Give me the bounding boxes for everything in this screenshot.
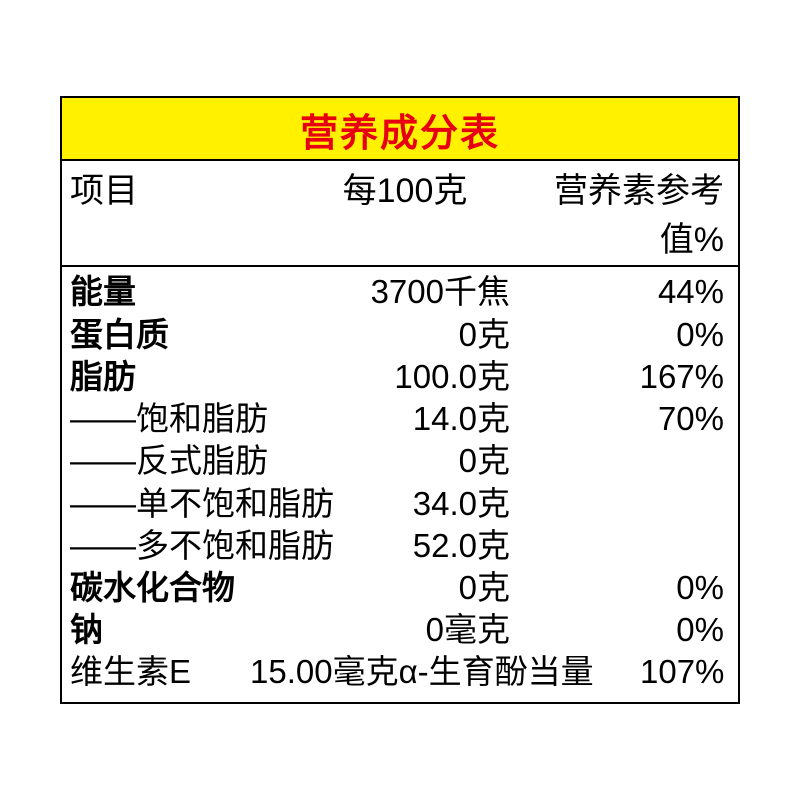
row-value: 0毫克 [350, 609, 510, 651]
table-row: 碳水化合物 0克 0% [70, 567, 730, 609]
row-label: 钠 [70, 609, 350, 651]
row-label: ——反式脂肪 [70, 440, 350, 482]
row-nrv: 44% [510, 271, 730, 313]
table-row: ——饱和脂肪 14.0克 70% [70, 398, 730, 440]
row-label: 能量 [70, 271, 350, 313]
row-label: 蛋白质 [70, 314, 350, 356]
header-per100g: 每100克 [300, 163, 510, 261]
row-label: 脂肪 [70, 356, 350, 398]
table-row: ——单不饱和脂肪 34.0克 [70, 483, 730, 525]
table-row: 钠 0毫克 0% [70, 609, 730, 651]
header-item: 项目 [70, 163, 300, 261]
row-value: 14.0克 [350, 398, 510, 440]
nutrition-facts-table: 营养成分表 项目 每100克 营养素参考值% 能量 3700千焦 44% 蛋白质… [60, 96, 740, 703]
row-nrv: 70% [510, 398, 730, 440]
row-nrv: 167% [510, 356, 730, 398]
row-nrv: 0% [510, 567, 730, 609]
row-value: 100.0克 [350, 356, 510, 398]
row-value: 0克 [350, 567, 510, 609]
table-row: ——多不饱和脂肪 52.0克 [70, 525, 730, 567]
row-value: 52.0克 [350, 525, 510, 567]
row-value: 34.0克 [350, 483, 510, 525]
row-label: ——饱和脂肪 [70, 398, 350, 440]
table-row: 蛋白质 0克 0% [70, 314, 730, 356]
table-row: 能量 3700千焦 44% [70, 271, 730, 313]
row-label: ——单不饱和脂肪 [70, 483, 350, 525]
table-body: 能量 3700千焦 44% 蛋白质 0克 0% 脂肪 100.0克 167% —… [62, 267, 738, 701]
table-title-bar: 营养成分表 [62, 98, 738, 161]
row-value: 0克 [350, 314, 510, 356]
row-value: 0克 [350, 440, 510, 482]
row-nrv: 0% [510, 314, 730, 356]
table-row-vitamin-e: 维生素E 15.00毫克α-生育酚当量 107% [70, 651, 730, 693]
row-label: ——多不饱和脂肪 [70, 525, 350, 567]
table-row: ——反式脂肪 0克 [70, 440, 730, 482]
row-label: 碳水化合物 [70, 567, 350, 609]
row-value: 3700千焦 [350, 271, 510, 313]
row-nrv: 107% [640, 651, 730, 693]
header-nrv: 营养素参考值% [510, 163, 730, 261]
table-row: 脂肪 100.0克 167% [70, 356, 730, 398]
row-nrv: 0% [510, 609, 730, 651]
row-label: 维生素E [70, 651, 250, 693]
row-value: 15.00毫克α-生育酚当量 [250, 651, 640, 693]
table-header-row: 项目 每100克 营养素参考值% [62, 161, 738, 267]
table-title: 营养成分表 [300, 113, 500, 155]
